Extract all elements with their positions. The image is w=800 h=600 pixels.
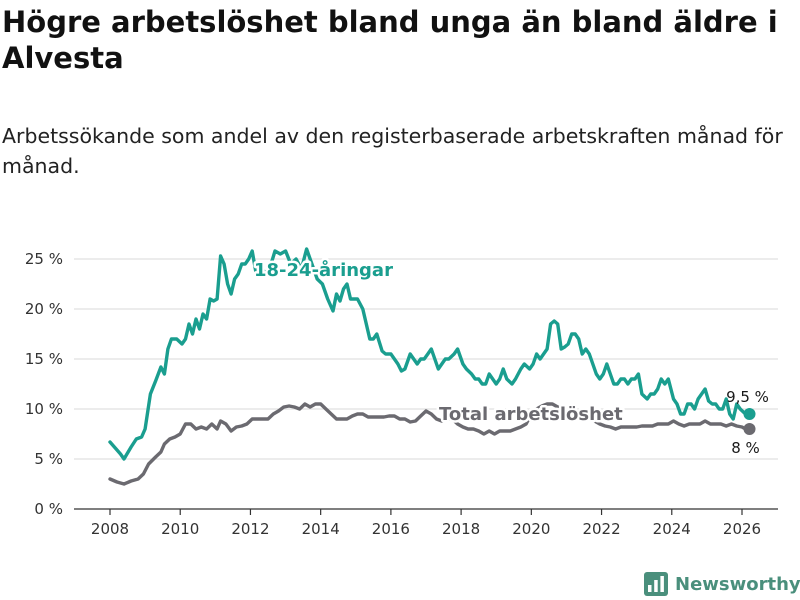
total-unemployment-end-point <box>743 423 756 435</box>
y-tick-label: 10 % <box>25 400 63 418</box>
total-end-label: 8 % <box>731 439 760 457</box>
total-series-label-halo: Total arbetslöshet <box>439 404 623 425</box>
page-title: Högre arbetslöshet bland unga än bland ä… <box>2 5 778 75</box>
total-unemployment-line <box>108 402 748 486</box>
x-tick-label: 2008 <box>91 520 129 538</box>
total-series-label: Total arbetslöshet <box>439 404 623 425</box>
x-tick-label: 2014 <box>302 520 340 538</box>
youth-series-label-halo: 18-24-åringar <box>254 259 393 281</box>
axes: 0 % 5 % 10 % 15 % 20 % 25 % 2008 2010 2012 2014 20… <box>25 250 778 538</box>
y-tick-label: 5 % <box>34 450 63 468</box>
y-tick-label: 0 % <box>34 500 63 518</box>
youth-end-label: 9,5 % <box>726 388 769 406</box>
y-tick-label: 20 % <box>25 300 63 318</box>
x-tick-label: 2024 <box>653 520 691 538</box>
x-tick-label: 2012 <box>231 520 269 538</box>
brand-logo[interactable]: Newsworthy <box>644 570 800 598</box>
brand-name: Newsworthy <box>675 573 800 595</box>
y-tick-label: 15 % <box>25 350 63 368</box>
bar-chart-logo-icon <box>644 572 668 596</box>
y-tick-label: 25 % <box>25 250 63 268</box>
page-subtitle: Arbetssökande som andel av den registerb… <box>2 124 783 178</box>
youth-unemployment-end-point <box>743 408 756 420</box>
youth-series-label: 18-24-åringar <box>254 259 393 281</box>
series-lines <box>108 247 756 486</box>
x-tick-label: 2010 <box>161 520 199 538</box>
youth-unemployment-line <box>108 247 748 461</box>
x-tick-label: 2022 <box>582 520 620 538</box>
x-tick-label: 2018 <box>442 520 480 538</box>
x-tick-label: 2026 <box>723 520 761 538</box>
x-tick-label: 2016 <box>372 520 410 538</box>
x-tick-label: 2020 <box>512 520 550 538</box>
grid <box>74 258 778 460</box>
